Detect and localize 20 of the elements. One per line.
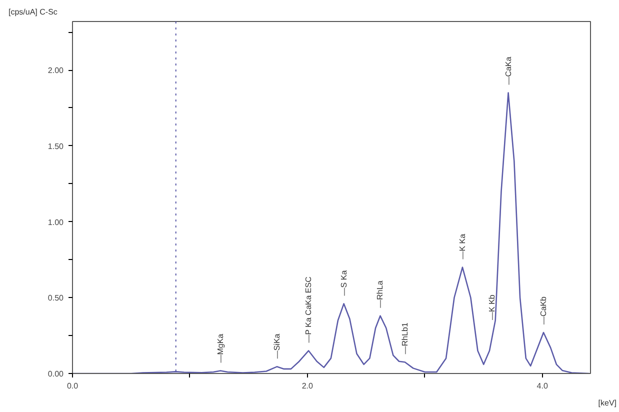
y-tick-label: 1.00: [48, 218, 64, 227]
annotation: —K Ka: [458, 233, 467, 260]
x-tick-label: 2.0: [302, 382, 314, 390]
annotation: —CaKb: [539, 296, 548, 325]
x-tick-label: 0.0: [66, 382, 79, 390]
annotation: —RhLb1: [400, 322, 410, 354]
annotation: —RhLa: [376, 280, 385, 308]
annotation: —P Ka CaKa ESC: [304, 276, 314, 343]
y-tick-label: 0.00: [48, 370, 64, 378]
y-tick-label: 1.50: [48, 142, 64, 151]
x-axis-title: [keV]: [598, 398, 617, 408]
annotation: —MgKa: [216, 333, 225, 363]
annotation: —SiKa: [272, 333, 282, 359]
annotation: —K Kb: [487, 294, 496, 320]
x-tick-label: 4.0: [536, 382, 548, 390]
y-tick-label: 2.00: [48, 66, 64, 76]
annotation: —CaKa: [504, 56, 513, 85]
annotation: —S Ka: [339, 270, 348, 296]
y-axis-title: [cps/uA] C-Sc: [8, 8, 58, 16]
y-tick-label: 0.50: [48, 294, 64, 303]
